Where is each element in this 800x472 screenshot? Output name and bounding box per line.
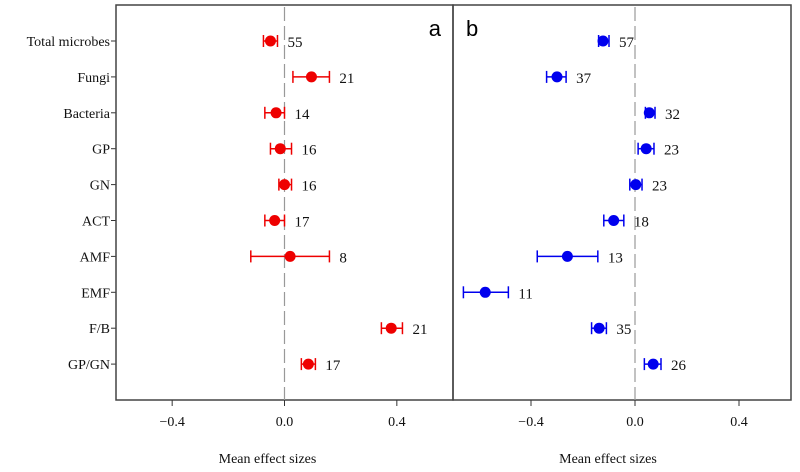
sample-size-label: 23: [664, 143, 679, 159]
mean-marker: [274, 143, 286, 155]
panel-a: a −0.4 0.0 0.4 Mean effect sizes 55 21 14 16 16 17…: [115, 4, 454, 467]
mean-marker: [269, 215, 281, 226]
x-tick-label: 0.4: [730, 415, 748, 430]
sample-size-label: 26: [671, 358, 687, 374]
mean-marker: [270, 107, 282, 119]
x-tick-label: 0.0: [276, 415, 294, 430]
mean-marker: [305, 71, 317, 83]
sample-size-label: 11: [518, 286, 532, 302]
mean-marker: [630, 179, 642, 191]
mean-marker: [561, 250, 573, 262]
effect-size-point: 16: [269, 142, 318, 159]
x-axis-title: Mean effect sizes: [559, 452, 657, 467]
y-tick-label: GP/GN: [68, 358, 110, 373]
mean-marker: [279, 179, 290, 191]
panel-frame: [452, 4, 792, 401]
panel-label: a: [429, 16, 442, 41]
effect-size-point: 57: [597, 35, 635, 51]
sample-size-label: 21: [339, 71, 354, 87]
effect-size-point: 17: [264, 214, 311, 231]
x-tick-label: 0.0: [626, 415, 644, 430]
effect-size-point: 21: [380, 322, 427, 338]
panel-b: b −0.4 0.0 0.4 Mean effect sizes 57 37 32 23 23 18…: [452, 4, 792, 467]
mean-marker: [643, 107, 655, 119]
effect-size-point: 23: [629, 178, 667, 195]
mean-marker: [302, 358, 314, 370]
sample-size-label: 8: [339, 250, 347, 266]
sample-size-label: 16: [302, 179, 318, 195]
y-tick-label: Total microbes: [27, 35, 110, 50]
effect-size-point: 23: [637, 142, 679, 159]
sample-size-label: 21: [412, 322, 427, 338]
y-tick-label: EMF: [81, 286, 110, 301]
mean-marker: [479, 286, 491, 298]
mean-marker: [593, 322, 605, 334]
x-axis-title: Mean effect sizes: [219, 452, 317, 467]
effect-size-point: 21: [292, 70, 354, 87]
mean-marker: [647, 358, 659, 370]
effect-size-point: 55: [262, 35, 302, 51]
y-tick-label: Fungi: [77, 71, 110, 86]
mean-marker: [597, 35, 609, 47]
y-tick-label: GN: [90, 179, 110, 194]
panel-label: b: [466, 16, 478, 41]
y-axis-labels: Total microbes Fungi Bacteria GP GN ACT AMF EMF…: [27, 35, 116, 373]
effect-size-point: 16: [278, 178, 318, 195]
x-tick-label: −0.4: [518, 415, 543, 430]
y-tick-label: AMF: [80, 250, 111, 265]
mean-marker: [551, 71, 563, 83]
sample-size-label: 57: [619, 35, 635, 51]
mean-marker: [640, 143, 652, 155]
sample-size-label: 23: [652, 179, 667, 195]
effect-size-point: 32: [643, 106, 680, 123]
y-tick-label: GP: [92, 143, 110, 158]
sample-size-label: 37: [576, 71, 592, 87]
mean-marker: [385, 322, 397, 334]
sample-size-label: 35: [616, 322, 631, 338]
sample-size-label: 13: [608, 250, 623, 266]
sample-size-label: 16: [302, 143, 318, 159]
sample-size-label: 32: [665, 107, 680, 123]
sample-size-label: 17: [325, 358, 341, 374]
effect-size-point: 8: [250, 250, 347, 266]
effect-size-point: 14: [264, 106, 311, 123]
sample-size-label: 18: [634, 215, 649, 231]
effect-size-point: 13: [536, 250, 623, 266]
effect-size-point: 26: [643, 358, 687, 374]
y-tick-label: Bacteria: [63, 107, 110, 122]
effect-size-point: 11: [462, 286, 533, 302]
y-tick-label: F/B: [89, 322, 110, 337]
mean-marker: [608, 215, 620, 226]
effect-size-point: 35: [590, 322, 631, 338]
sample-size-label: 14: [295, 107, 311, 123]
mean-marker: [264, 35, 276, 47]
y-tick-label: ACT: [82, 215, 110, 230]
sample-size-label: 17: [295, 215, 311, 231]
x-tick-label: −0.4: [159, 415, 184, 430]
effect-size-point: 37: [545, 70, 592, 87]
effect-size-point: 17: [300, 358, 341, 374]
sample-size-label: 55: [287, 35, 302, 51]
x-tick-label: 0.4: [388, 415, 406, 430]
mean-marker: [284, 250, 296, 262]
effect-size-point: 18: [603, 214, 649, 231]
